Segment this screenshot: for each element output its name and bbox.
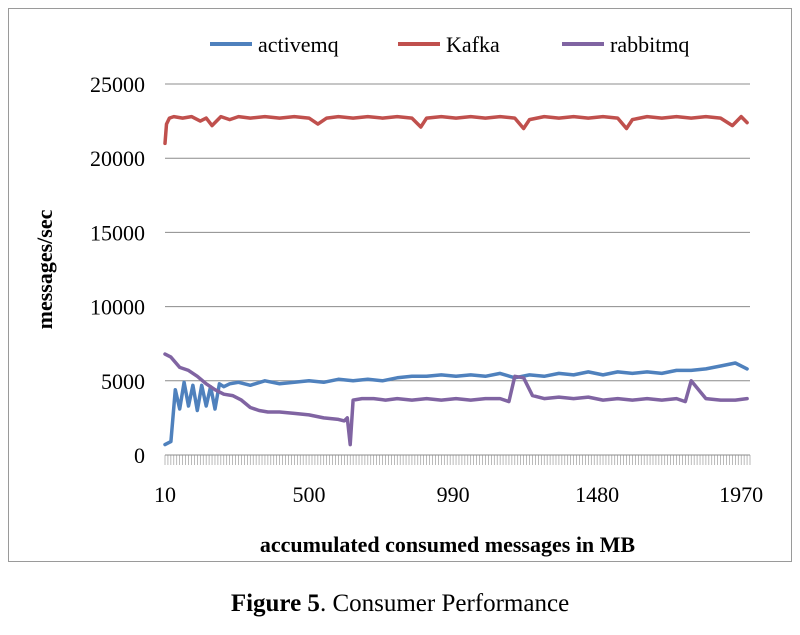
x-minor-ticks [164,455,751,465]
y-tick-label: 10000 [90,295,145,320]
y-tick-label: 15000 [90,220,145,245]
x-tick-label: 500 [293,482,326,507]
legend-label-rabbitmq: rabbitmq [610,32,689,57]
figure-label: Figure 5 [230,590,320,617]
x-tick-label: 1970 [719,482,763,507]
y-tick-label: 20000 [90,146,145,171]
x-axis-title: accumulated consumed messages in MB [260,532,636,557]
series-line-activemq [163,361,749,447]
series-line-kafka [163,114,749,146]
y-axis-title: messages/sec [32,209,57,329]
figure-caption: Figure 5. Consumer Performance [0,590,800,618]
x-tick-label: 990 [437,482,470,507]
y-tick-label: 25000 [90,72,145,97]
x-tick-label: 10 [154,482,176,507]
line-chart: 0 5000 10000 15000 20000 25000 10 500 990 1480 197… [32,32,763,557]
legend-label-activemq: activemq [258,32,339,57]
legend-label-kafka: Kafka [446,32,500,57]
figure-caption-text: . Consumer Performance [319,590,570,617]
x-tick-label: 1480 [575,482,619,507]
y-tick-label: 0 [134,443,145,468]
chart-frame [8,8,792,562]
series-line-rabbitmq [163,352,749,447]
y-tick-label: 5000 [101,369,145,394]
